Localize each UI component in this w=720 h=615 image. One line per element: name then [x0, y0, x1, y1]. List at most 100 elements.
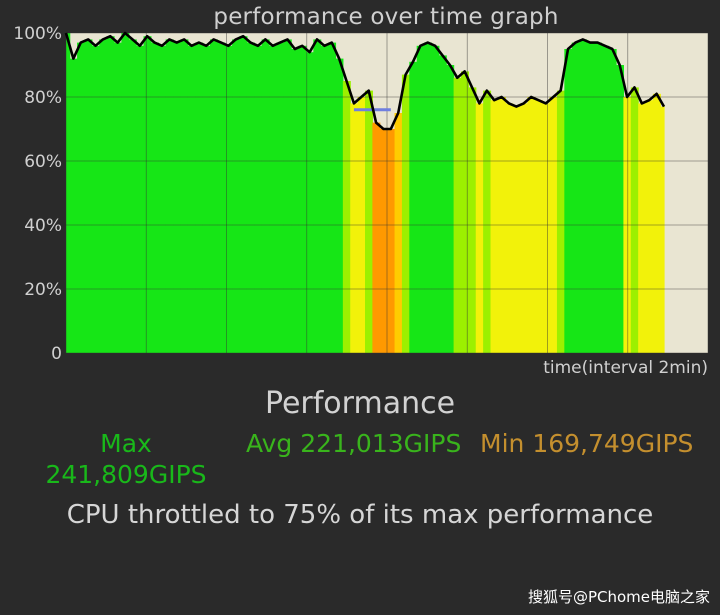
fill-strip: [261, 39, 270, 354]
fill-strip: [453, 77, 462, 354]
fill-strip: [438, 55, 447, 354]
fill-strip: [616, 65, 624, 353]
fill-strip: [394, 113, 403, 353]
fill-strip: [379, 129, 388, 353]
max-label: Max: [100, 429, 152, 458]
fill-strip: [320, 45, 329, 354]
fill-strip: [128, 39, 137, 354]
fill-strip: [490, 100, 499, 353]
fill-strip: [652, 93, 661, 354]
fill-strip: [608, 49, 617, 353]
fill-strip: [638, 103, 647, 354]
fill-strip: [372, 122, 381, 353]
fill-strip: [276, 42, 285, 353]
fill-strip: [283, 39, 292, 354]
fill-strip: [113, 42, 122, 353]
fill-strip: [350, 103, 359, 354]
fill-strip: [77, 42, 86, 353]
fill-strip: [342, 81, 351, 353]
performance-line: [64, 31, 666, 131]
fill-strip: [328, 42, 337, 353]
fill-strip: [335, 58, 344, 353]
grid: [65, 32, 709, 354]
fill-strip: [99, 39, 108, 354]
fill-strip: [424, 42, 433, 353]
fill-strip: [460, 71, 469, 354]
fill-strip: [69, 58, 78, 353]
fill-strip: [468, 87, 477, 354]
fill-strip: [534, 100, 543, 353]
fill-strip: [446, 65, 455, 353]
x-axis-label: time(interval 2min): [543, 358, 708, 378]
fill-strip: [121, 33, 130, 353]
y-axis-ticks: 0 20% 40% 60% 80% 100%: [13, 24, 62, 364]
fill-strip: [209, 39, 218, 354]
y-tick-label: 60%: [24, 152, 62, 172]
fill-strip: [571, 42, 580, 353]
fill-strip: [542, 103, 551, 354]
fill-strip: [601, 45, 610, 354]
fill-strip: [483, 90, 492, 353]
avg-stat: Avg 221,013GIPS: [246, 428, 461, 459]
fill-strip: [298, 45, 307, 354]
fill-strip: [313, 39, 322, 354]
fill-strip: [305, 52, 314, 353]
fill-strip: [269, 45, 277, 354]
fill-strip: [416, 45, 425, 354]
y-tick-label: 80%: [24, 88, 62, 108]
fill-strip: [143, 36, 152, 353]
fill-strip: [165, 39, 174, 354]
fill-strip: [556, 90, 565, 353]
fill-strip: [173, 42, 182, 353]
fill-strip: [512, 106, 521, 353]
fill-strip: [187, 45, 196, 354]
fill-strip: [246, 42, 255, 353]
max-value: 241,809GIPS: [45, 460, 207, 489]
fill-strip: [136, 45, 145, 354]
fill-strip: [106, 36, 115, 353]
chart-title: performance over time graph: [213, 4, 559, 30]
fill-strip: [586, 42, 595, 353]
fill-strip: [158, 45, 167, 354]
fill-strip: [291, 49, 300, 353]
avg-label: Avg: [246, 429, 293, 458]
fill-strip: [630, 87, 639, 354]
fill-strip: [202, 45, 211, 354]
fill-strip: [431, 45, 440, 354]
fill-strip: [475, 103, 484, 354]
min-value: 169,749GIPS: [532, 429, 694, 458]
fill-strip: [579, 39, 588, 354]
min-stat: Min 169,749GIPS: [480, 428, 693, 459]
y-tick-label: 20%: [24, 280, 62, 300]
max-stat: Max 241,809GIPS: [38, 428, 214, 490]
fill-strip: [564, 49, 573, 353]
y-tick-label: 100%: [13, 24, 62, 44]
fill-strip: [254, 45, 263, 354]
fill-strip: [232, 39, 241, 354]
performance-heading: Performance: [264, 386, 456, 421]
fill-strip: [239, 36, 248, 353]
fill-strip: [520, 103, 529, 354]
fill-strip: [84, 39, 93, 354]
throttle-message: CPU throttled to 75% of its max performa…: [66, 500, 654, 530]
fill-strip: [660, 106, 665, 353]
fill-strip: [593, 42, 602, 353]
y-tick-label: 40%: [24, 216, 62, 236]
fill-strip: [91, 45, 100, 354]
fill-strip: [180, 39, 189, 354]
min-label: Min: [480, 429, 525, 458]
avg-value: 221,013GIPS: [300, 429, 462, 458]
fill-strip: [401, 74, 410, 353]
fill-strip: [224, 45, 233, 354]
fill-strip: [409, 61, 418, 354]
watermark: 搜狐号@PChome电脑之家: [527, 588, 710, 606]
fill-strip: [645, 100, 654, 353]
fill-strip: [195, 42, 204, 353]
fill-strip: [365, 90, 373, 353]
y-tick-label: 0: [51, 344, 62, 364]
fill-strip: [387, 129, 396, 353]
fill-strip: [66, 33, 71, 353]
fill-strip: [217, 42, 226, 353]
heatmap-fill: [66, 33, 665, 354]
fill-strip: [150, 42, 159, 353]
